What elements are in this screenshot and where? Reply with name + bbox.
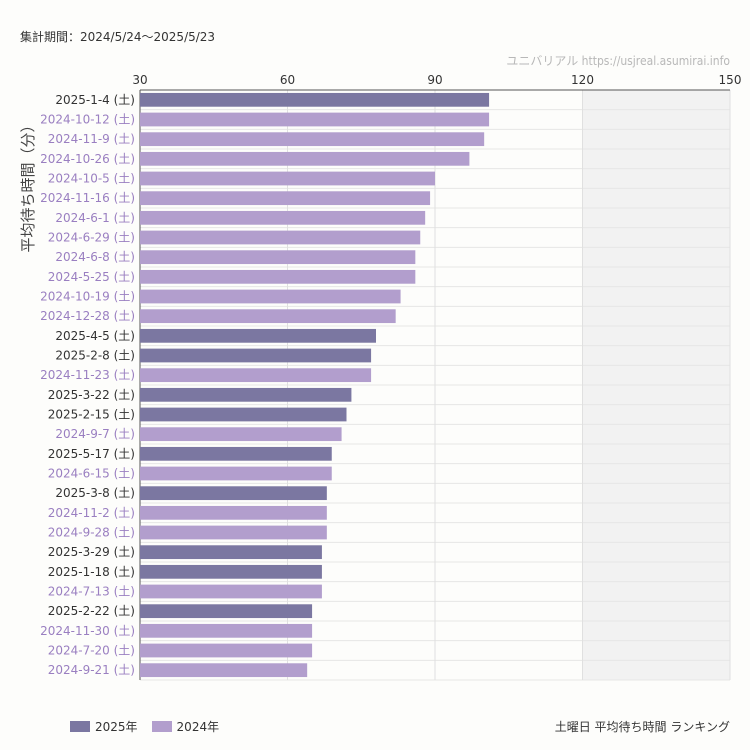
y-tick-label: 2024-9-21 (土) [48, 663, 135, 677]
bar [140, 171, 435, 186]
period-label: 集計期間：2024/5/24〜2025/5/23 [20, 30, 216, 44]
bar [140, 328, 376, 343]
legend-item-2024[interactable]: 2024年 [151, 718, 220, 735]
bar [140, 348, 372, 363]
y-tick-label: 2024-6-29 (土) [48, 231, 135, 245]
bar [140, 309, 396, 324]
bar [140, 604, 313, 619]
bar [140, 387, 352, 402]
y-tick-label: 2024-9-28 (土) [48, 526, 135, 540]
bar [140, 663, 308, 678]
bar [140, 269, 416, 284]
site-watermark: ユニバリアル https://usjreal.asumirai.info [506, 54, 730, 68]
legend: 2025年 2024年 [70, 718, 233, 735]
legend-swatch-2024 [151, 721, 172, 732]
legend-label-2024: 2024年 [176, 720, 220, 734]
y-tick-label: 2025-2-15 (土) [48, 408, 135, 422]
x-tick-label: 30 [132, 73, 147, 87]
y-tick-label: 2024-11-23 (土) [40, 368, 135, 382]
y-tick-label: 2024-10-5 (土) [48, 172, 135, 186]
y-tick-label: 2025-1-4 (土) [55, 93, 135, 107]
bar [140, 564, 322, 579]
y-tick-label: 2024-9-7 (土) [55, 427, 135, 441]
bar [140, 230, 421, 245]
bar [140, 112, 490, 127]
bar [140, 210, 426, 225]
bar [140, 427, 342, 442]
y-tick-label: 2024-7-13 (土) [48, 585, 135, 599]
y-tick-label: 2024-6-15 (土) [48, 467, 135, 481]
y-tick-label: 2025-5-17 (土) [48, 447, 135, 461]
bar [140, 584, 322, 599]
bar [140, 151, 470, 166]
y-tick-label: 2024-11-9 (土) [48, 132, 135, 146]
bar [140, 525, 327, 540]
y-tick-label: 2024-6-1 (土) [55, 211, 135, 225]
y-tick-label: 2024-11-2 (土) [48, 506, 135, 520]
legend-item-2025[interactable]: 2025年 [70, 718, 138, 735]
bar [140, 407, 347, 422]
y-tick-label: 2025-3-22 (土) [48, 388, 135, 402]
chart-caption: 土曜日 平均待ち時間 ランキング [554, 720, 730, 734]
y-tick-label: 2024-5-25 (土) [48, 270, 135, 284]
y-tick-label: 2024-12-28 (土) [40, 309, 135, 323]
bar [140, 486, 327, 501]
y-tick-label: 2025-2-8 (土) [55, 349, 135, 363]
y-tick-label: 2024-7-20 (土) [48, 644, 135, 658]
y-tick-label: 2025-3-29 (土) [48, 545, 135, 559]
y-tick-label: 2024-6-8 (土) [55, 250, 135, 264]
x-tick-label: 90 [427, 73, 442, 87]
y-tick-label: 2024-10-26 (土) [40, 152, 135, 166]
y-tick-label: 2025-1-18 (土) [48, 565, 135, 579]
y-tick-label: 2024-11-30 (土) [40, 624, 135, 638]
bar [140, 623, 313, 638]
bar [140, 466, 332, 481]
y-tick-label: 2024-10-12 (土) [40, 113, 135, 127]
bar [140, 446, 332, 461]
x-tick-label: 120 [571, 73, 594, 87]
legend-label-2025: 2025年 [95, 720, 138, 734]
y-tick-label: 2024-11-16 (土) [40, 191, 135, 205]
bar [140, 545, 322, 560]
y-axis-title: 平均待ち時間（分） [19, 117, 37, 252]
bar [140, 250, 416, 265]
y-tick-label: 2024-10-19 (土) [40, 290, 135, 304]
bar [140, 132, 485, 147]
bar [140, 289, 401, 304]
y-tick-label: 2025-3-8 (土) [55, 486, 135, 500]
x-tick-label: 150 [719, 73, 742, 87]
x-tick-label: 60 [280, 73, 295, 87]
bar [140, 368, 372, 383]
bar [140, 505, 327, 520]
bar [140, 92, 490, 107]
y-tick-label: 2025-4-5 (土) [55, 329, 135, 343]
y-tick-label: 2025-2-22 (土) [48, 604, 135, 618]
legend-swatch-2025 [70, 721, 90, 732]
bar [140, 643, 313, 658]
bar [140, 191, 431, 206]
